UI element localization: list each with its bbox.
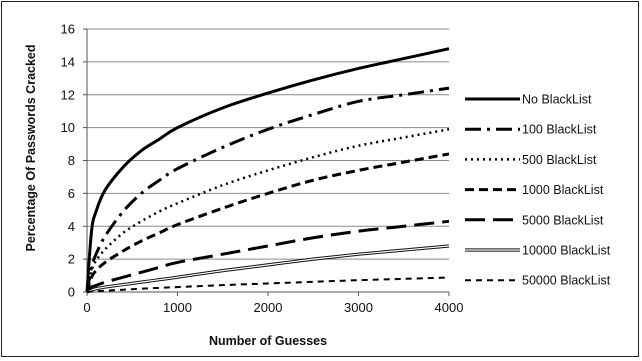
y-tick-label: 8 bbox=[68, 153, 75, 168]
legend-label-500-blacklist: 500 BlackList bbox=[522, 153, 597, 167]
y-tick-label: 6 bbox=[68, 186, 75, 201]
series-line-10000-blacklist bbox=[86, 244, 450, 294]
series-line-5000-blacklist bbox=[85, 219, 450, 294]
legend-label-100-blacklist: 100 BlackList bbox=[522, 123, 597, 137]
x-tick-label: 3000 bbox=[344, 300, 373, 315]
series-lines bbox=[85, 47, 450, 294]
x-tick-label: 2000 bbox=[254, 300, 283, 315]
legend-label-5000-blacklist: 5000 BlackList bbox=[522, 213, 604, 227]
series-line-100-blacklist bbox=[85, 86, 450, 293]
y-tick-label: 0 bbox=[68, 285, 75, 300]
legend: No BlackList 100 BlackList 500 BlackList 10… bbox=[465, 93, 611, 288]
series-line-inner-10000-blacklist bbox=[86, 245, 450, 293]
y-tick-label: 16 bbox=[61, 22, 75, 37]
series-line-500-blacklist bbox=[85, 128, 450, 293]
x-tick-label: 4000 bbox=[435, 300, 464, 315]
series-line-no-blacklist bbox=[85, 47, 450, 293]
legend-label-no-blacklist: No BlackList bbox=[522, 93, 592, 107]
x-tick-label: 0 bbox=[83, 300, 90, 315]
legend-label-10000-blacklist: 10000 BlackList bbox=[522, 244, 611, 258]
gridlines bbox=[87, 28, 449, 260]
line-chart: 0 2 4 6 8 10 12 14 16 0 1000 2000 3000 4000 No BlackL… bbox=[24, 22, 611, 349]
y-axis-title: Percentage Of Passwords Cracked bbox=[24, 44, 38, 251]
y-tick-label: 10 bbox=[61, 120, 75, 135]
legend-label-1000-blacklist: 1000 BlackList bbox=[522, 183, 604, 197]
x-axis-title: Number of Guesses bbox=[209, 334, 327, 348]
x-tick-label: 1000 bbox=[163, 300, 192, 315]
y-tick-label: 12 bbox=[61, 87, 75, 102]
y-tick-label: 4 bbox=[68, 219, 75, 234]
y-tick-label: 2 bbox=[68, 252, 75, 267]
series-line-50000-blacklist bbox=[86, 276, 450, 293]
legend-label-50000-blacklist: 50000 BlackList bbox=[522, 274, 611, 288]
series-line-1000-blacklist bbox=[85, 152, 450, 293]
y-tick-label: 14 bbox=[61, 54, 75, 69]
axes: 0 2 4 6 8 10 12 14 16 0 1000 2000 3000 4000 bbox=[61, 22, 464, 316]
